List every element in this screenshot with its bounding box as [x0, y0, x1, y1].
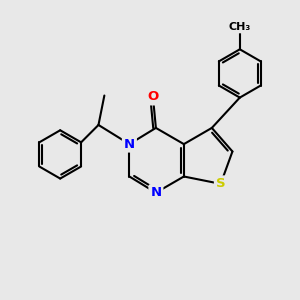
Text: N: N [150, 186, 161, 199]
Text: S: S [216, 177, 226, 190]
Text: N: N [124, 138, 135, 151]
Text: O: O [147, 91, 159, 103]
Text: CH₃: CH₃ [229, 22, 251, 32]
